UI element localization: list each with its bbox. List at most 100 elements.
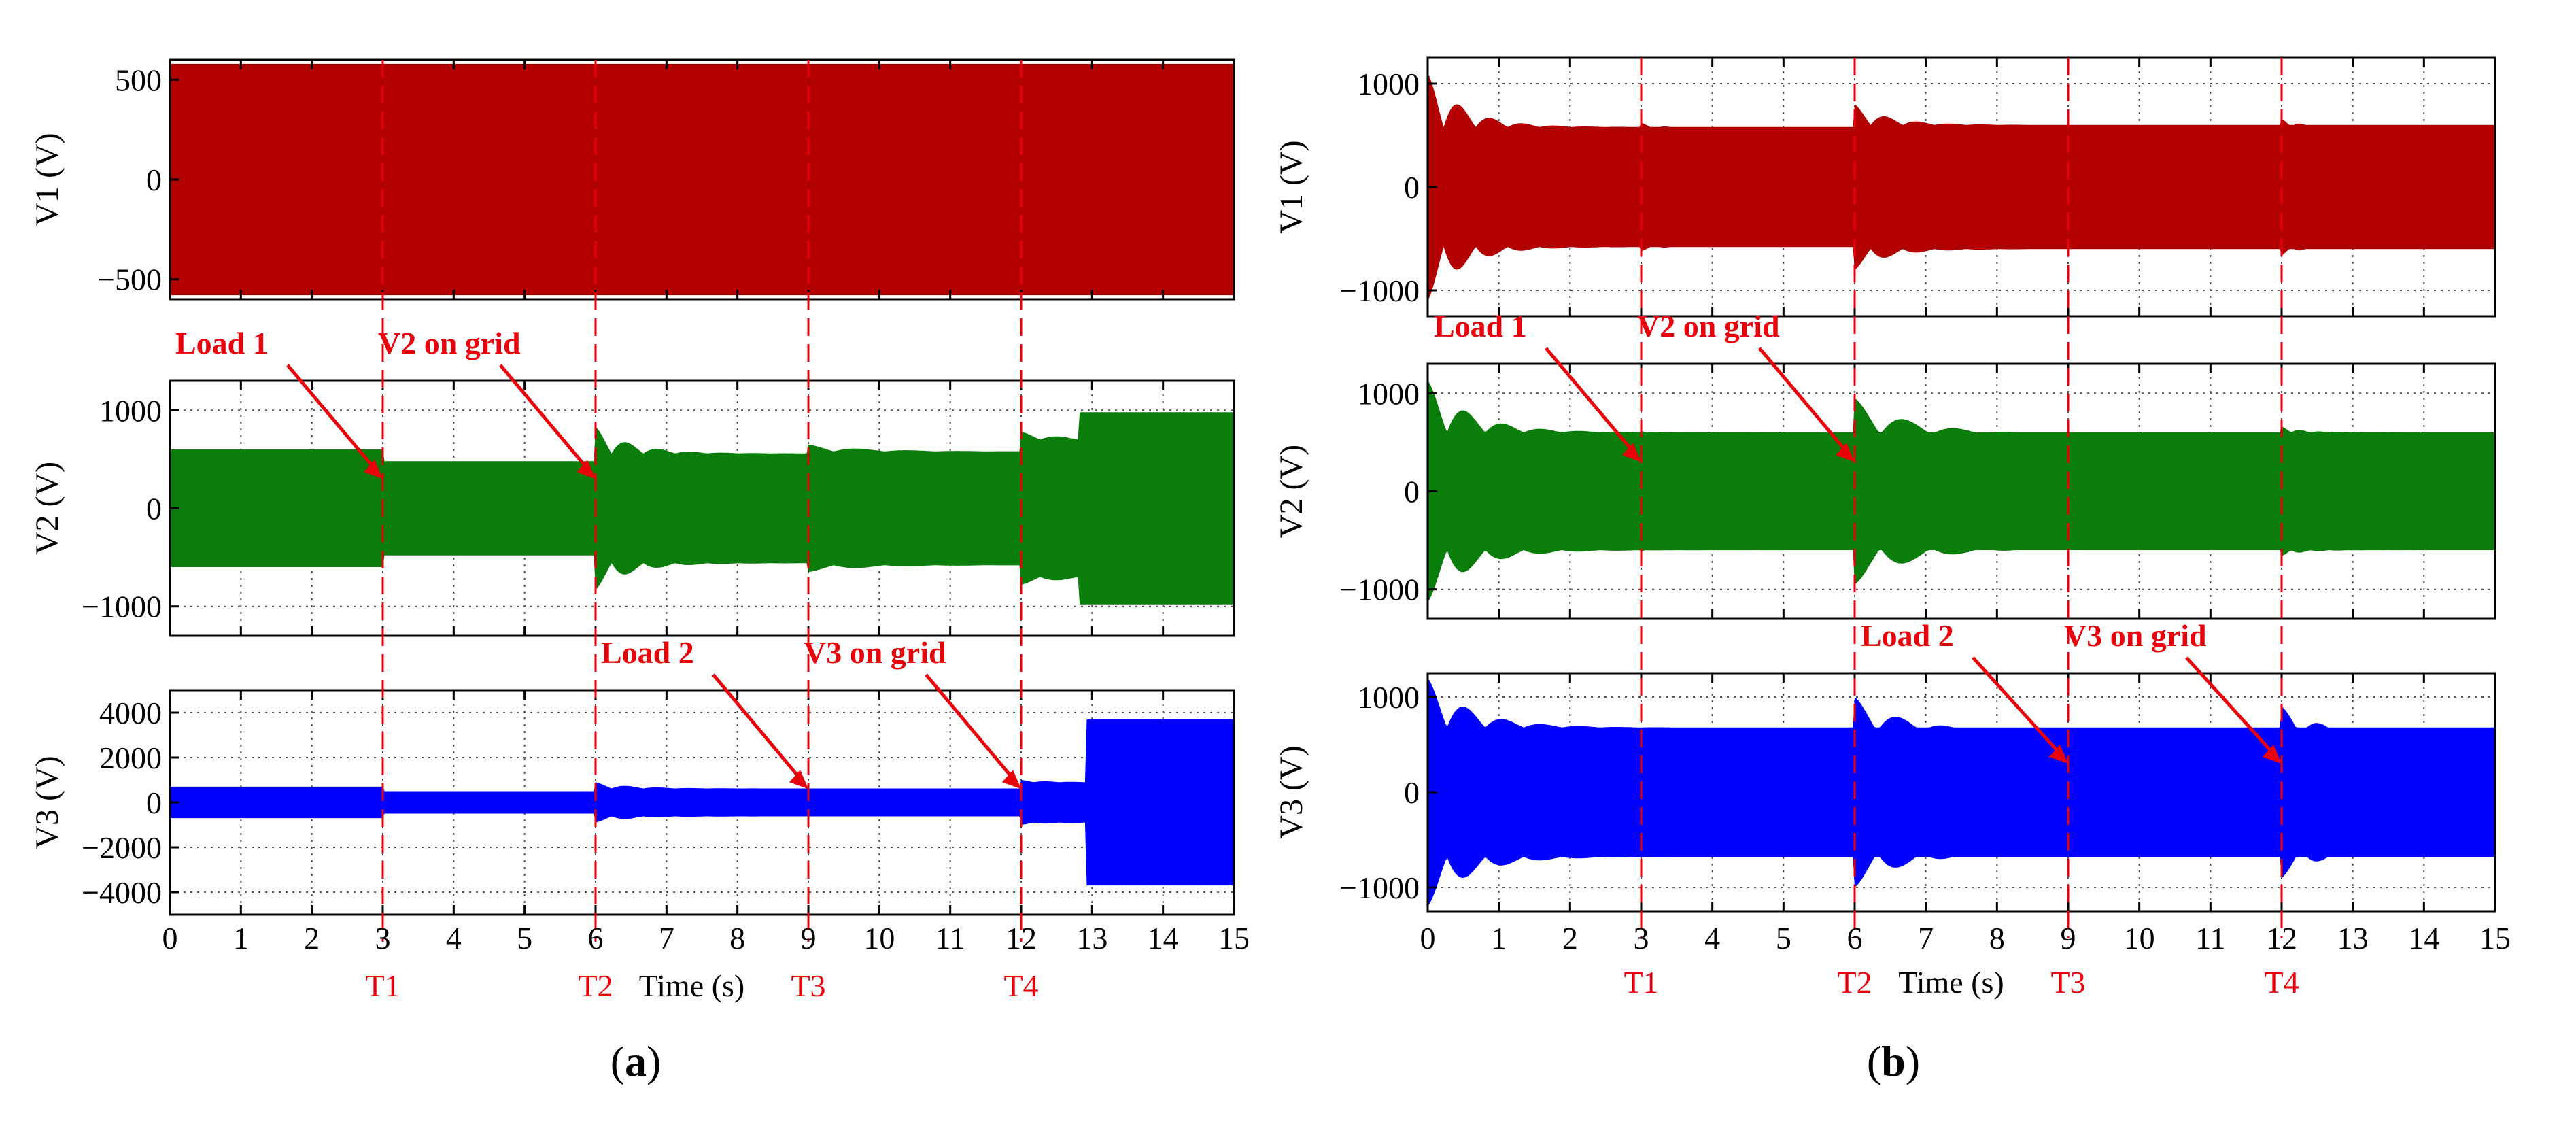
y-tick-label: 1000 [1357, 67, 1420, 101]
x-tick-label: 0 [1420, 921, 1436, 955]
x-tick-label: 10 [863, 921, 895, 955]
subplot-v2: −1000 0 1000 V2 (V) Load 1 V2 on grid [29, 326, 1235, 637]
event-label: T4 [1003, 968, 1038, 1003]
y-tick-label: 0 [1404, 475, 1420, 509]
x-tick-label: 7 [659, 921, 674, 955]
x-tick-label: 6 [1847, 921, 1863, 955]
y-tick-label: −1000 [82, 590, 162, 624]
annotation-arrow [1545, 347, 1638, 458]
x-tick-label: 1 [1491, 921, 1507, 955]
signal-v3 [1428, 678, 2495, 906]
event-label: T3 [791, 968, 825, 1003]
x-tick-label: 3 [375, 921, 391, 955]
y-tick-label: 0 [1404, 775, 1420, 810]
x-tick-label: 5 [1776, 921, 1791, 955]
x-tick-label: 15 [1218, 921, 1250, 955]
annotation-arrowhead [364, 460, 383, 479]
x-tick-label: 13 [1076, 921, 1107, 955]
annotation-arrowhead [1622, 443, 1641, 462]
annotation-arrowhead [2263, 745, 2282, 764]
y-tick-label: 0 [146, 492, 162, 526]
annotation-arrow [499, 364, 593, 475]
x-tick-label: 15 [2479, 921, 2511, 955]
x-tick-label: 7 [1918, 921, 1934, 955]
event-label: T2 [578, 968, 613, 1003]
x-tick-label: 9 [2061, 921, 2076, 955]
y-axis-label: V1 (V) [1273, 140, 1309, 233]
annotation-arrow [2185, 656, 2279, 760]
x-tick-label: 8 [729, 921, 745, 955]
x-tick-label: 8 [1989, 921, 2005, 955]
panel-caption: (b) [1867, 1037, 1920, 1085]
annotation-label: Load 2 [601, 635, 694, 670]
x-tick-label: 1 [233, 921, 249, 955]
event-label: T4 [2264, 965, 2299, 1000]
signal-v2 [170, 412, 1234, 605]
subplot-v3: −4000 −2000 0 2000 4000 V3 (V) Load 2 V3 on gri… [29, 635, 1235, 916]
y-tick-label: 4000 [99, 696, 162, 730]
annotation-arrowhead [789, 770, 808, 789]
y-tick-label: −500 [97, 262, 162, 297]
annotation-arrow [925, 673, 1018, 785]
panel-a: −500 0 5 0 0 V1 (V) −1000 0 1000 V2 (V) Load 1 V2 o… [29, 58, 1250, 1085]
x-tick-label: 4 [1704, 921, 1720, 955]
panel-caption: (a) [611, 1037, 662, 1085]
annotation-arrow [1972, 656, 2065, 760]
y-axis-label: V2 (V) [1273, 445, 1309, 538]
y-axis-label: V3 (V) [1273, 745, 1309, 838]
y-tick-label: 1000 [1357, 376, 1420, 411]
x-tick-label: 11 [935, 921, 965, 955]
y-tick-label: 0 [146, 785, 162, 820]
annotation-label: Load 2 [1861, 618, 1954, 653]
y-axis-label: V2 (V) [29, 462, 65, 555]
annotation-label: V3 on grid [2064, 618, 2207, 653]
y-tick-label: −1000 [1339, 273, 1420, 308]
y-tick-label: 1000 [1357, 680, 1420, 715]
x-tick-label: 5 [517, 921, 532, 955]
signal-v3 [170, 719, 1234, 886]
y-tick-label: −1000 [1339, 573, 1420, 607]
x-tick-label: 12 [1006, 921, 1037, 955]
y-tick-label: 0 [146, 163, 162, 197]
signal-v1 [170, 63, 1234, 296]
event-label: T1 [1624, 965, 1658, 1000]
annotation-label: Load 1 [175, 326, 269, 360]
x-tick-label: 14 [1148, 921, 1179, 955]
x-tick-label: 2 [304, 921, 320, 955]
annotation-arrowhead [1836, 443, 1855, 462]
x-tick-label: 12 [2266, 921, 2297, 955]
subplot-v3: −1000 0 1000 V3 (V) Load 2 V3 on grid [1273, 618, 2496, 913]
y-tick-label: 2000 [99, 741, 162, 775]
annotation-arrow [286, 364, 380, 475]
event-label: T1 [365, 968, 400, 1003]
signal-v2 [1428, 380, 2495, 602]
y-tick-label: −4000 [82, 875, 162, 910]
annotation-label: V3 on grid [804, 635, 946, 670]
event-label: T3 [2050, 965, 2085, 1000]
x-axis-label: Time (s) [639, 968, 745, 1003]
y-axis-label: V1 (V) [29, 133, 65, 226]
x-tick-label: 2 [1562, 921, 1578, 955]
x-tick-label: 10 [2124, 921, 2155, 955]
annotation-arrowhead [2049, 745, 2068, 764]
annotation-arrow [1758, 347, 1852, 458]
x-tick-label: 0 [162, 921, 178, 955]
subplot-v2: −1000 0 1000 V2 (V) Load 1 V2 on grid [1273, 309, 2496, 620]
x-tick-label: 6 [588, 921, 604, 955]
subplot-v1: −1000 0 1000 V1 (V) [1273, 56, 2496, 318]
x-tick-label: 9 [801, 921, 817, 955]
y-tick-label: −2000 [82, 830, 162, 865]
subplot-v1: −500 0 500 V1 (V) [29, 58, 1235, 301]
x-tick-label: 14 [2408, 921, 2439, 955]
annotation-label: V2 on grid [1637, 309, 1780, 343]
annotation-arrowhead [1002, 770, 1021, 789]
annotation-label: V2 on grid [378, 326, 521, 360]
y-tick-label: −1000 [1339, 870, 1420, 905]
x-tick-label: 11 [2195, 921, 2225, 955]
y-tick-label: 0 [1404, 170, 1420, 205]
annotation-label: Load 1 [1434, 309, 1527, 343]
x-tick-label: 4 [446, 921, 462, 955]
y-tick-label: 1000 [99, 393, 162, 428]
x-axis-label: Time (s) [1898, 965, 2004, 1000]
